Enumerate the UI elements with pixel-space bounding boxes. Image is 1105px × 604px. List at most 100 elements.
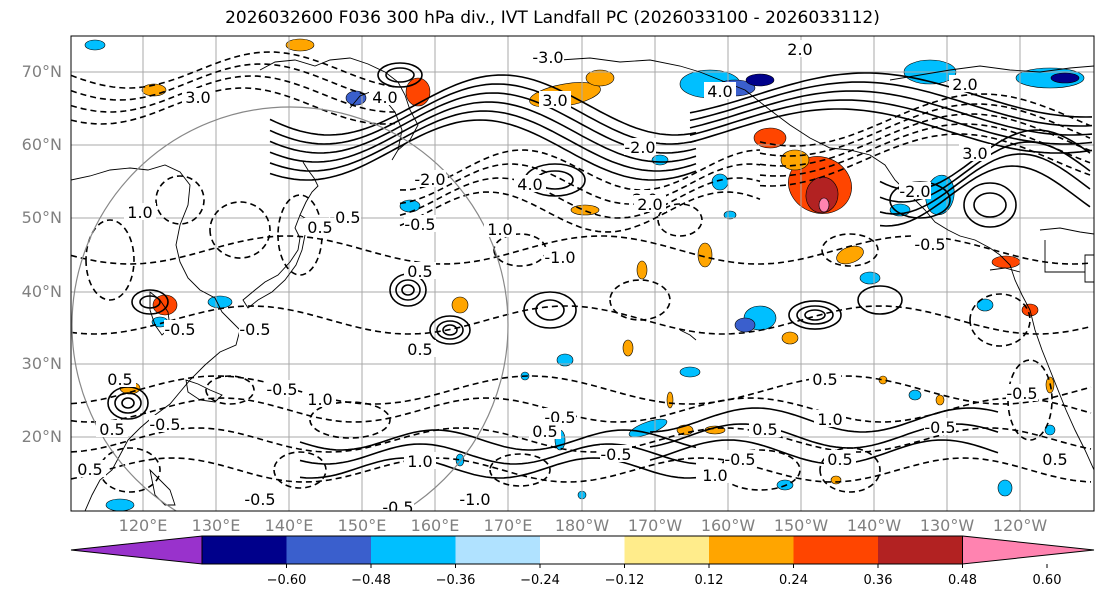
divergence-patch: [636, 260, 648, 280]
ivt-contour-negative: [759, 123, 1091, 177]
ivt-contour-negative: [205, 375, 255, 405]
longitude-label: 140°E: [264, 516, 314, 535]
contour-label-bg: [164, 320, 196, 337]
ivt-contour-positive: [879, 165, 1091, 227]
divergence-patch: [666, 391, 674, 409]
contour-label: 3.0: [962, 144, 987, 163]
latitude-label: 70°N: [21, 62, 62, 81]
ivt-contour-negative: [71, 63, 396, 101]
ivt-contour-positive: [395, 279, 421, 301]
range-circle-outline: [71, 106, 509, 511]
latitude-label: 50°N: [21, 208, 62, 227]
ivt-contour-negative: [155, 175, 205, 225]
ivt-contour-positive: [804, 309, 826, 321]
contour-label: -0.5: [266, 380, 297, 399]
contour-label: -0.5: [600, 445, 631, 464]
divergence-patch: [105, 498, 135, 511]
longitude-label: 130°W: [919, 516, 975, 535]
ivt-contour-positive: [689, 72, 1093, 118]
ivt-contour-negative: [277, 194, 323, 276]
colorbar-tick-label: −0.48: [351, 573, 391, 588]
contour-label: 0.5: [99, 420, 124, 439]
coastline: [299, 161, 319, 216]
latitude-label: 60°N: [21, 135, 62, 154]
ivt-contour-negative: [71, 397, 1092, 423]
ivt-contour-positive: [269, 119, 697, 181]
longitude-label: 120°W: [992, 516, 1048, 535]
longitude-label: 170°E: [483, 516, 533, 535]
contour-label-bg: [304, 218, 336, 235]
contour-label-bg: [514, 175, 546, 192]
coastline: [71, 164, 241, 511]
colorbar-segment: [202, 536, 287, 564]
ivt-contour-positive: [269, 74, 697, 136]
contour-label-bg: [749, 420, 781, 437]
contour-label-bg: [634, 195, 666, 212]
contour-label: 4.0: [517, 175, 542, 194]
longitude-label: 160°W: [700, 516, 756, 535]
longitude-label: 170°W: [627, 516, 683, 535]
contour-label: -0.5: [1006, 384, 1037, 403]
ivt-contour-negative: [399, 177, 761, 219]
contour-label: 0.5: [1042, 450, 1067, 469]
divergence-patch: [207, 295, 233, 309]
contour-label-bg: [404, 340, 436, 357]
ivt-contour-negative: [657, 203, 703, 237]
ivt-contour-negative: [489, 453, 551, 487]
contour-label-bg: [814, 410, 846, 427]
contour-label: -0.5: [244, 490, 275, 509]
contour-label-bg: [704, 82, 736, 99]
contour-label: 0.5: [812, 370, 837, 389]
divergence-patch: [805, 176, 839, 214]
longitude-label: 120°E: [118, 516, 168, 535]
ivt-contour-negative: [399, 163, 761, 205]
divergence-patch: [84, 39, 106, 51]
ivt-contour-positive: [269, 110, 697, 172]
ivt-contour-negative: [759, 103, 1091, 157]
longitude-label: 160°E: [410, 516, 460, 535]
contour-label-bg: [624, 138, 656, 155]
contour-label-bg: [824, 450, 856, 467]
colorbar-segment: [709, 536, 794, 564]
latitude-label: 40°N: [21, 282, 62, 301]
contour-label: -0.5: [382, 498, 413, 517]
divergence-patch: [991, 255, 1021, 269]
ivt-contour-positive: [879, 153, 1091, 215]
ivt-contour-positive: [442, 324, 458, 336]
longitude-label: 180°W: [554, 516, 610, 535]
contour-label: 0.5: [407, 340, 432, 359]
colorbar-segment: [793, 536, 878, 564]
contour-label: 1.0: [817, 410, 842, 429]
contour-label-bg: [459, 490, 491, 507]
plot-frame: [70, 35, 1095, 512]
ivt-contour-positive: [788, 300, 842, 330]
contour-label-bg: [239, 320, 271, 337]
contour-label-bg: [404, 215, 436, 232]
ivt-contour-positive: [107, 386, 149, 420]
contour-label-bg: [404, 452, 436, 469]
contour-label: 0.5: [407, 262, 432, 281]
ivt-contour-positive: [535, 299, 565, 321]
contour-label-bg: [369, 88, 401, 105]
contour-label: -0.5: [149, 415, 180, 434]
contour-label: 1.0: [307, 390, 332, 409]
colorbar-extend-min: [70, 535, 203, 565]
colorbar-tick-label: 0.12: [694, 573, 724, 588]
ivt-contour-negative: [399, 149, 761, 191]
divergence-patch: [976, 298, 994, 312]
contour-label: -1.0: [544, 248, 575, 267]
ivt-contour-negative: [71, 51, 396, 89]
contour-label-bg: [182, 88, 214, 105]
contour-label-bg: [382, 498, 414, 511]
colorbar-frame: [201, 535, 963, 565]
ivt-contour-positive: [269, 83, 697, 145]
contour-label: 3.0: [185, 88, 210, 107]
contour-label-bg: [329, 208, 361, 225]
divergence-patch: [285, 38, 315, 52]
ivt-contour-positive: [796, 305, 834, 325]
ivt-contour-negative: [821, 233, 879, 267]
divergence-patch: [1050, 72, 1080, 84]
ivt-contour-positive: [689, 81, 1093, 127]
contour-label-bg: [539, 91, 571, 108]
contour-label: -0.5: [329, 208, 360, 227]
